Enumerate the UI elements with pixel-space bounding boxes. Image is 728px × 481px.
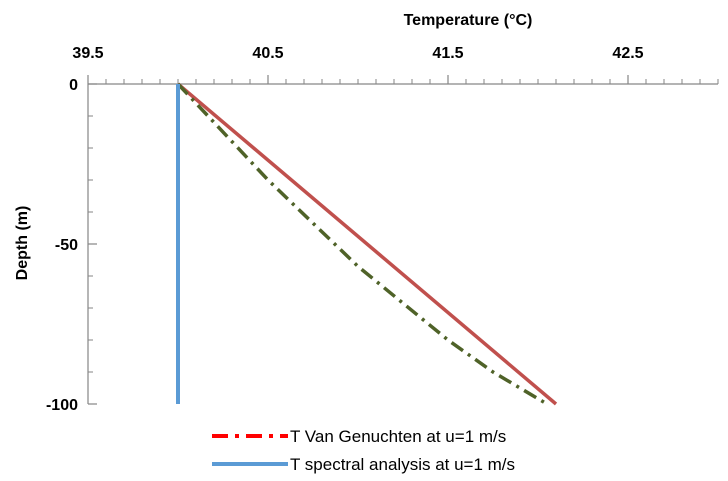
axes bbox=[87, 75, 719, 405]
series-line-3 bbox=[176, 82, 558, 406]
legend-label-0: T Van Genuchten at u=1 m/s bbox=[290, 427, 506, 446]
x-tick-label: 42.5 bbox=[612, 45, 643, 62]
x-axis-title: Temperature (°C) bbox=[404, 12, 533, 29]
x-tick-label: 39.5 bbox=[72, 45, 103, 62]
legend: T Van Genuchten at u=1 m/s T spectral ana… bbox=[212, 427, 515, 474]
y-tick-labels: 0 -50 -100 bbox=[46, 77, 78, 414]
x-tick-label: 40.5 bbox=[252, 45, 283, 62]
y-tick-label: -50 bbox=[55, 237, 78, 254]
x-tick-label: 41.5 bbox=[432, 45, 463, 62]
series-line-2 bbox=[176, 82, 548, 406]
series-lines bbox=[176, 82, 558, 406]
y-tick-label: -100 bbox=[46, 397, 78, 414]
legend-label-1: T spectral analysis at u=1 m/s bbox=[290, 455, 515, 474]
y-axis-title: Depth (m) bbox=[14, 206, 31, 281]
y-tick-label: 0 bbox=[69, 77, 78, 94]
x-tick-labels: 39.5 40.5 41.5 42.5 bbox=[72, 45, 643, 62]
